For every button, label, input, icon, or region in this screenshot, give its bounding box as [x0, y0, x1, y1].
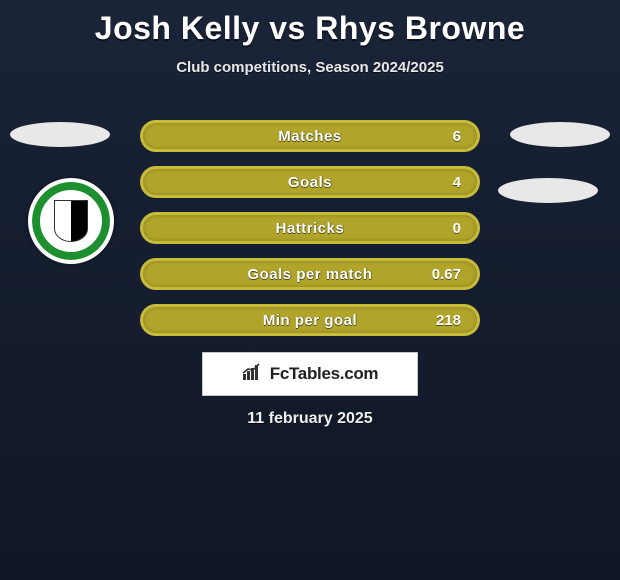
stats-panel: Matches 6 Goals 4 Hattricks 0 Goals per …: [140, 120, 480, 350]
badge-shield: [54, 200, 88, 242]
stat-value: 0: [453, 220, 461, 237]
ellipse-bottom-right: [498, 178, 598, 203]
stat-value: 6: [453, 128, 461, 145]
stat-row-mpg: Min per goal 218: [140, 304, 480, 336]
stat-label: Hattricks: [276, 220, 345, 237]
season-subtitle: Club competitions, Season 2024/2025: [0, 59, 620, 76]
chart-icon: [242, 363, 264, 386]
stat-label: Goals per match: [247, 266, 372, 283]
logo-text: FcTables.com: [270, 364, 379, 384]
stat-label: Matches: [278, 128, 342, 145]
stat-row-matches: Matches 6: [140, 120, 480, 152]
ellipse-top-right: [510, 122, 610, 147]
stat-value: 0.67: [432, 266, 461, 283]
date-line: 11 february 2025: [0, 410, 620, 428]
fctables-logo: FcTables.com: [202, 352, 418, 396]
stat-row-gpm: Goals per match 0.67: [140, 258, 480, 290]
stat-row-goals: Goals 4: [140, 166, 480, 198]
stat-label: Min per goal: [263, 312, 357, 329]
stat-value: 218: [436, 312, 461, 329]
stat-value: 4: [453, 174, 461, 191]
stat-row-hattricks: Hattricks 0: [140, 212, 480, 244]
club-badge: [28, 178, 114, 264]
page-title: Josh Kelly vs Rhys Browne: [0, 0, 620, 47]
stat-label: Goals: [288, 174, 332, 191]
ellipse-top-left: [10, 122, 110, 147]
